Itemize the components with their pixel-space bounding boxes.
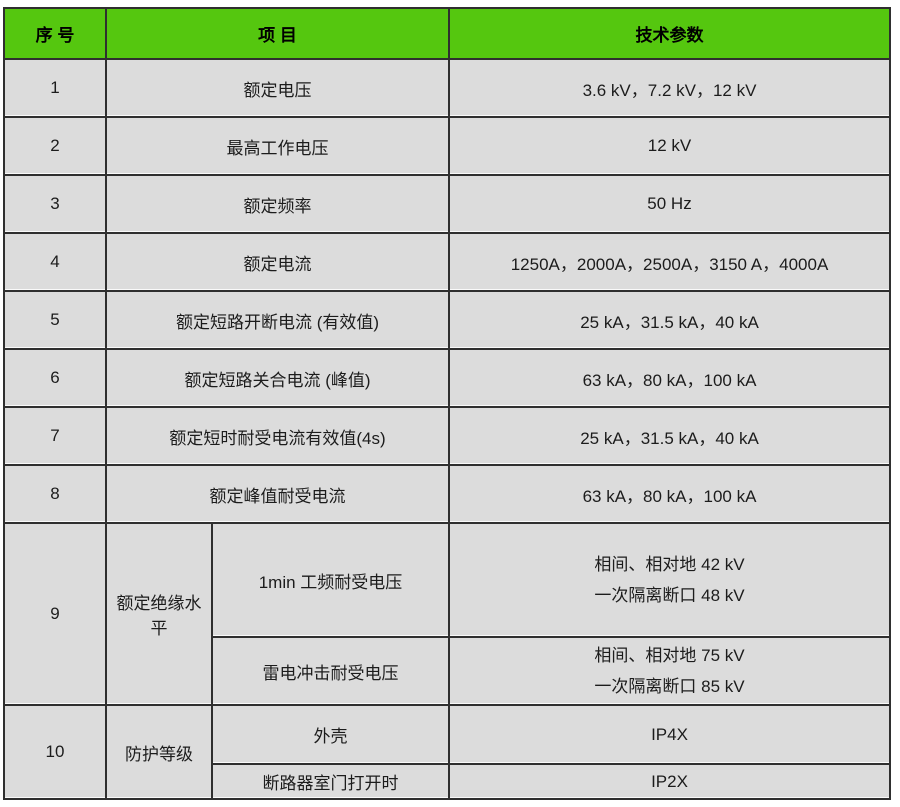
header-row: 序 号 项 目 技术参数 [3, 7, 892, 60]
header-col-no: 序 号 [3, 7, 107, 60]
row-subitem: 断路器室门打开时 [210, 763, 451, 800]
row-param: 相间、相对地 75 kV 一次隔离断口 85 kV [448, 636, 892, 706]
row-param: 3.6 kV，7.2 kV，12 kV [448, 58, 892, 118]
row-param: IP2X [448, 763, 892, 800]
table-row: 2 最高工作电压 12 kV [3, 116, 892, 176]
row-subitem: 1min 工频耐受电压 [210, 522, 451, 638]
row-param: 12 kV [448, 116, 892, 176]
row-item: 额定短路开断电流 (有效值) [104, 290, 451, 350]
row-item: 最高工作电压 [104, 116, 451, 176]
table-row: 1 额定电压 3.6 kV，7.2 kV，12 kV [3, 58, 892, 118]
row-item: 额定频率 [104, 174, 451, 234]
row-no: 7 [3, 406, 107, 466]
table-row: 6 额定短路关合电流 (峰值) 63 kA，80 kA，100 kA [3, 348, 892, 408]
row-no: 6 [3, 348, 107, 408]
row-subitem: 雷电冲击耐受电压 [210, 636, 451, 706]
row-item: 额定峰值耐受电流 [104, 464, 451, 524]
row-no: 2 [3, 116, 107, 176]
row-item: 额定短时耐受电流有效值(4s) [104, 406, 451, 466]
table-row-9a: 9 额定绝缘水平 1min 工频耐受电压 相间、相对地 42 kV 一次隔离断口… [3, 522, 892, 706]
row-param: 1250A，2000A，2500A，3150 A，4000A [448, 232, 892, 292]
row-no: 4 [3, 232, 107, 292]
row-no: 5 [3, 290, 107, 350]
spec-table: 序 号 项 目 技术参数 1 额定电压 3.6 kV，7.2 kV，12 kV … [3, 7, 892, 800]
table-row-10b: 断路器室门打开时 IP2X [4, 763, 892, 800]
row-param: IP4X [448, 704, 892, 765]
row-item: 额定电流 [104, 232, 451, 292]
table-row-9b: 雷电冲击耐受电压 相间、相对地 75 kV 一次隔离断口 85 kV [4, 636, 892, 706]
param-line-1: 相间、相对地 75 kV [594, 646, 745, 665]
row-param: 25 kA，31.5 kA，40 kA [448, 406, 892, 466]
param-line-2: 一次隔离断口 48 kV [594, 586, 745, 605]
row-no: 1 [3, 58, 107, 118]
table-row: 4 额定电流 1250A，2000A，2500A，3150 A，4000A [3, 232, 892, 292]
table-row: 7 额定短时耐受电流有效值(4s) 25 kA，31.5 kA，40 kA [3, 406, 892, 466]
row-item: 额定电压 [104, 58, 451, 118]
row-no: 10 [3, 704, 107, 800]
row-param: 63 kA，80 kA，100 kA [448, 464, 892, 524]
table-row-10a: 10 防护等级 外壳 IP4X [3, 704, 892, 800]
table-row: 8 额定峰值耐受电流 63 kA，80 kA，100 kA [3, 464, 892, 524]
header-col-item: 项 目 [104, 7, 451, 60]
row-subitem: 外壳 [210, 704, 451, 765]
row-param: 50 Hz [448, 174, 892, 234]
row-param: 25 kA，31.5 kA，40 kA [448, 290, 892, 350]
row-no: 8 [3, 464, 107, 524]
header-col-param: 技术参数 [448, 7, 892, 60]
row-item: 额定短路关合电流 (峰值) [104, 348, 451, 408]
table-row: 3 额定频率 50 Hz [3, 174, 892, 234]
row-no: 9 [3, 522, 107, 706]
param-line-1: 相间、相对地 42 kV [594, 555, 745, 574]
param-line-2: 一次隔离断口 85 kV [594, 677, 745, 696]
table-row: 5 额定短路开断电流 (有效值) 25 kA，31.5 kA，40 kA [3, 290, 892, 350]
row-category: 防护等级 [105, 704, 213, 800]
row-param: 相间、相对地 42 kV 一次隔离断口 48 kV [448, 522, 892, 638]
row-category: 额定绝缘水平 [105, 522, 213, 706]
row-param: 63 kA，80 kA，100 kA [448, 348, 892, 408]
row-no: 3 [3, 174, 107, 234]
